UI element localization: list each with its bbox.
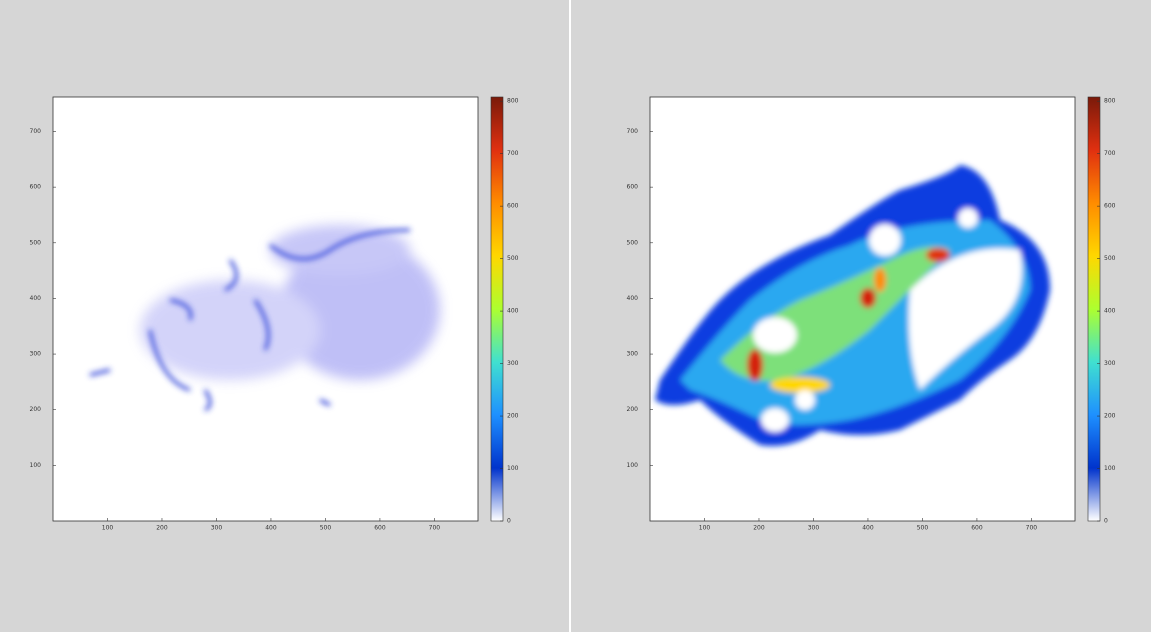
colorbar-tick-label: 300 bbox=[1104, 360, 1116, 367]
x-tick-label: 400 bbox=[862, 525, 874, 532]
y-tick-label: 300 bbox=[627, 351, 639, 358]
x-tick-label: 100 bbox=[699, 525, 711, 532]
x-tick-label: 500 bbox=[917, 525, 929, 532]
x-tick-label: 700 bbox=[429, 525, 441, 532]
colorbar-tick-label: 200 bbox=[1104, 413, 1116, 420]
colorbar bbox=[1087, 96, 1101, 522]
colorbar-tick-label: 100 bbox=[1104, 465, 1116, 472]
colorbar-tick-label: 0 bbox=[507, 518, 511, 525]
colorbar-tick-label: 800 bbox=[507, 98, 519, 105]
colorbar-tick-label: 500 bbox=[507, 255, 519, 262]
y-tick-label: 300 bbox=[30, 351, 42, 358]
y-tick-label: 200 bbox=[627, 406, 639, 413]
x-tick-label: 700 bbox=[1026, 525, 1038, 532]
y-tick-label: 200 bbox=[30, 406, 42, 413]
y-tick-label: 500 bbox=[627, 239, 639, 246]
colorbar-tick-label: 300 bbox=[507, 360, 519, 367]
x-tick-label: 600 bbox=[971, 525, 983, 532]
colorbar-tick-label: 700 bbox=[507, 150, 519, 157]
heatmap-image bbox=[89, 225, 440, 412]
x-tick-label: 200 bbox=[156, 525, 168, 532]
colorbar-tick-label: 600 bbox=[507, 203, 519, 210]
y-tick-label: 500 bbox=[30, 239, 42, 246]
x-tick-label: 600 bbox=[374, 525, 386, 532]
y-tick-label: 100 bbox=[30, 462, 42, 469]
colorbar-tick-label: 200 bbox=[507, 413, 519, 420]
colorbar-tick-label: 400 bbox=[507, 308, 519, 315]
y-tick-label: 400 bbox=[30, 295, 42, 302]
y-tick-label: 600 bbox=[627, 184, 639, 191]
y-tick-label: 100 bbox=[627, 462, 639, 469]
colorbar-tick-label: 400 bbox=[1104, 308, 1116, 315]
colorbar bbox=[490, 96, 504, 522]
y-tick-label: 400 bbox=[627, 295, 639, 302]
x-tick-label: 500 bbox=[320, 525, 332, 532]
y-tick-label: 700 bbox=[627, 128, 639, 135]
x-tick-label: 300 bbox=[211, 525, 223, 532]
x-tick-label: 100 bbox=[102, 525, 114, 532]
heatmap-image bbox=[655, 165, 1050, 446]
colorbar-tick-label: 600 bbox=[1104, 203, 1116, 210]
x-tick-label: 300 bbox=[808, 525, 820, 532]
x-tick-label: 400 bbox=[265, 525, 277, 532]
colorbar-tick-label: 0 bbox=[1104, 518, 1108, 525]
colorbar-tick-label: 800 bbox=[1104, 98, 1116, 105]
y-tick-label: 600 bbox=[30, 184, 42, 191]
colorbar-tick-label: 500 bbox=[1104, 255, 1116, 262]
y-tick-label: 700 bbox=[30, 128, 42, 135]
colorbar-tick-label: 100 bbox=[507, 465, 519, 472]
colorbar-tick-label: 700 bbox=[1104, 150, 1116, 157]
x-tick-label: 200 bbox=[753, 525, 765, 532]
